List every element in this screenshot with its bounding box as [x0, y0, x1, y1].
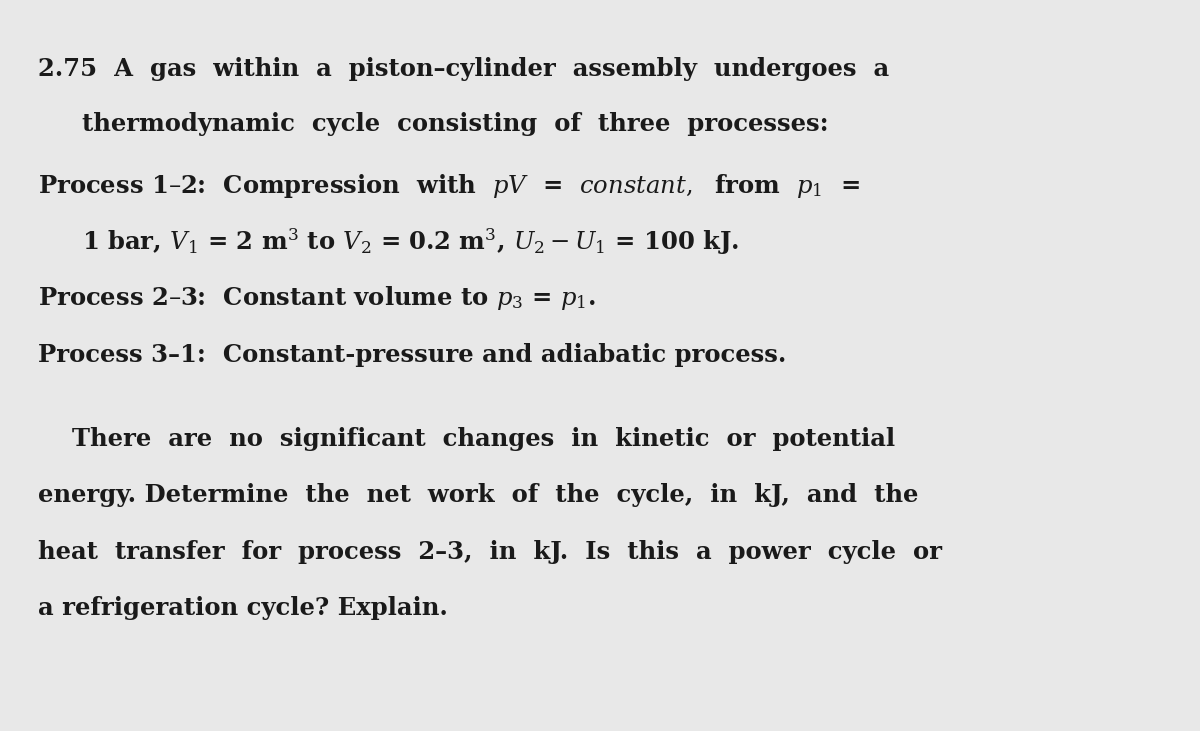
- Text: Process 1–2:  Compression  with  $pV$  =  $constant,$  from  $p_1$  =: Process 1–2: Compression with $pV$ = $co…: [38, 173, 860, 200]
- Text: Process 3–1:  Constant-pressure and adiabatic process.: Process 3–1: Constant-pressure and adiab…: [38, 343, 787, 366]
- Text: a refrigeration cycle? Explain.: a refrigeration cycle? Explain.: [38, 596, 449, 620]
- Text: 2.75  A  gas  within  a  piston–cylinder  assembly  undergoes  a: 2.75 A gas within a piston–cylinder asse…: [38, 58, 889, 81]
- Text: 1 bar, $V_1$ = 2 m$^3$ to $V_2$ = 0.2 m$^3$, $U_2 - U_1$ = 100 kJ.: 1 bar, $V_1$ = 2 m$^3$ to $V_2$ = 0.2 m$…: [82, 226, 739, 257]
- Text: energy. Determine  the  net  work  of  the  cycle,  in  kJ,  and  the: energy. Determine the net work of the cy…: [38, 483, 919, 507]
- Text: Process 2–3:  Constant volume to $p_3$ = $p_1$.: Process 2–3: Constant volume to $p_3$ = …: [38, 284, 596, 312]
- Text: heat  transfer  for  process  2–3,  in  kJ.  Is  this  a  power  cycle  or: heat transfer for process 2–3, in kJ. Is…: [38, 540, 942, 564]
- Text: There  are  no  significant  changes  in  kinetic  or  potential: There are no significant changes in kine…: [72, 427, 895, 450]
- Text: thermodynamic  cycle  consisting  of  three  processes:: thermodynamic cycle consisting of three …: [82, 113, 828, 136]
